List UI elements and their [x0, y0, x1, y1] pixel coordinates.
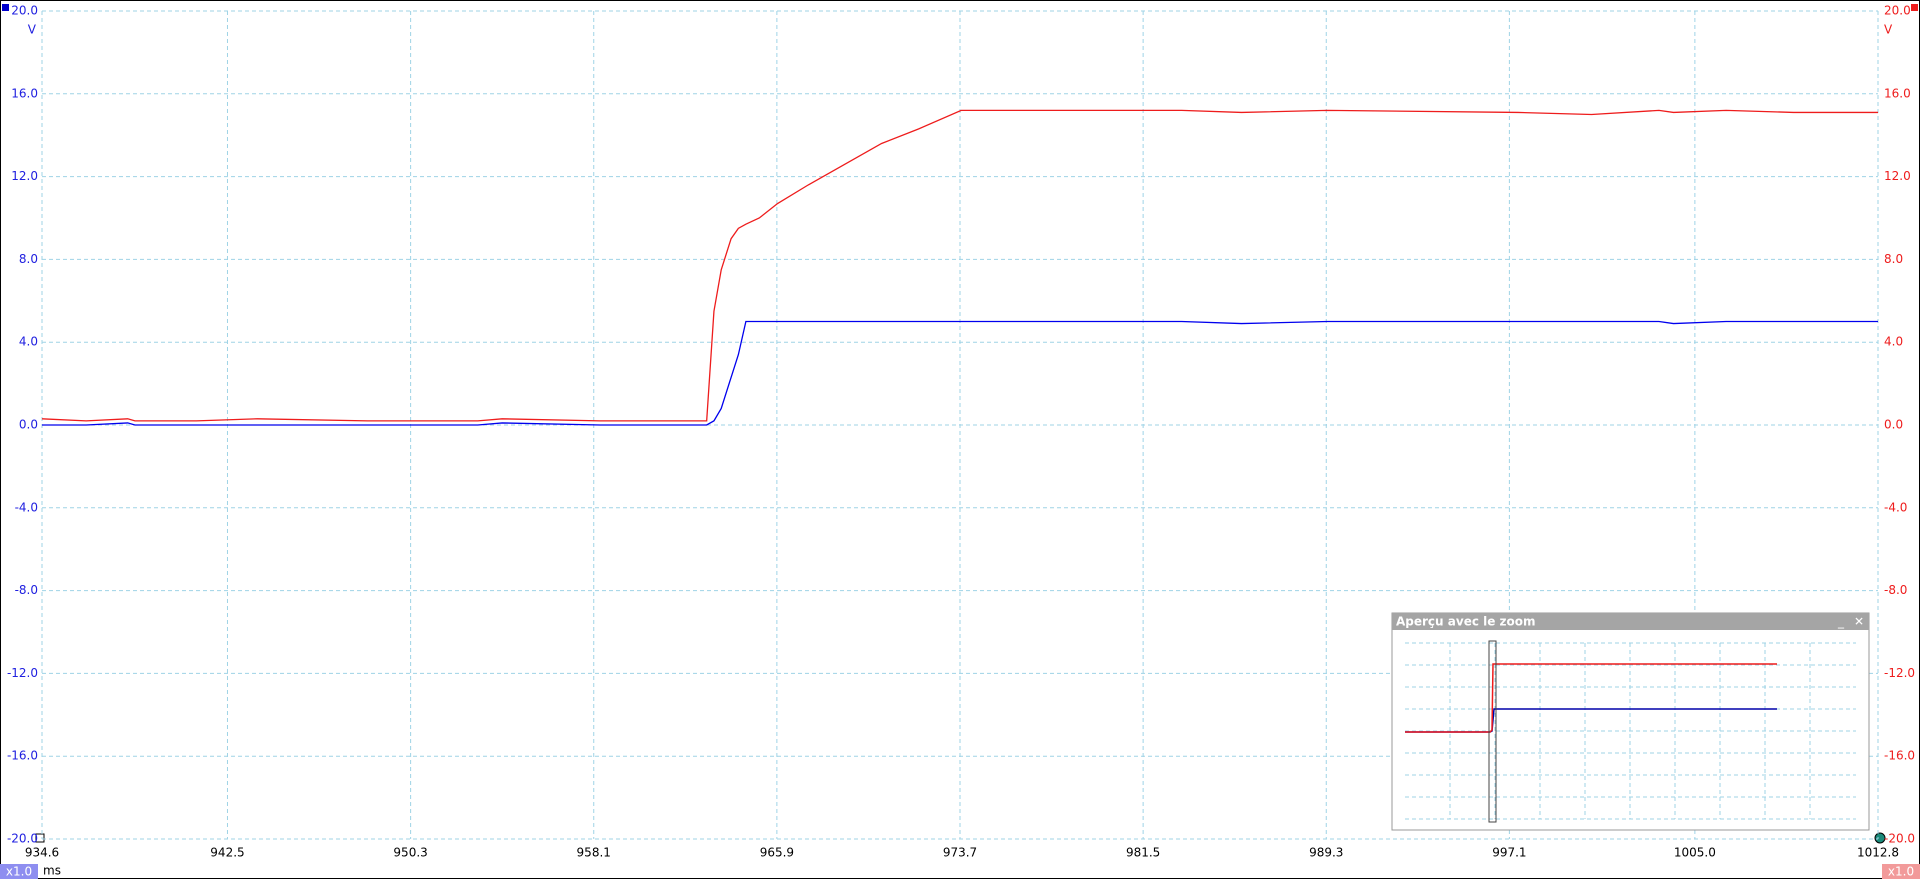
y-unit: V	[28, 23, 37, 37]
zoom-trace	[1405, 663, 1777, 733]
y-tick-label: -4.0	[15, 500, 38, 514]
x-tick-label: 1012.8	[1857, 846, 1899, 860]
y-tick-label: 4.0	[19, 335, 38, 349]
y2-tick-label: -12.0	[1884, 666, 1915, 680]
y-tick-label: -16.0	[7, 749, 38, 763]
y-tick-label: 12.0	[11, 169, 38, 183]
series-line	[41, 109, 1878, 422]
close-button[interactable]: ✕	[1854, 615, 1864, 629]
channel-b-marker[interactable]	[2, 4, 9, 11]
y2-tick-label: 16.0	[1884, 86, 1911, 100]
badge-label: x1.0	[1888, 865, 1914, 879]
x-tick-label: 950.3	[393, 846, 427, 860]
y2-unit: V	[1884, 23, 1893, 37]
zoom-title-bar	[1392, 613, 1869, 630]
x-tick-label: 989.3	[1309, 846, 1343, 860]
x-tick-label: 958.1	[577, 846, 611, 860]
y2-tick-label: 12.0	[1884, 169, 1911, 183]
y-tick-label: 16.0	[11, 86, 38, 100]
y2-tick-label: 8.0	[1884, 252, 1903, 266]
y-tick-label: 20.0	[11, 4, 38, 18]
y-tick-label: -20.0	[7, 832, 38, 846]
x-unit: ms	[43, 864, 61, 878]
x-tick-label: 1005.0	[1674, 846, 1716, 860]
x-tick-label: 997.1	[1492, 846, 1526, 860]
zoom-marker[interactable]	[35, 833, 45, 843]
y2-tick-label: 4.0	[1884, 335, 1903, 349]
minimize-button[interactable]: _	[1837, 615, 1845, 629]
zoom-marker[interactable]	[1874, 832, 1886, 844]
x-tick-label: 934.6	[25, 846, 59, 860]
y-tick-label: 0.0	[19, 418, 38, 432]
badge[interactable]	[1882, 864, 1920, 879]
y2-tick-label: -20.0	[1884, 832, 1915, 846]
y2-tick-label: 0.0	[1884, 418, 1903, 432]
zoom-grid	[1405, 642, 1856, 820]
y2-tick-label: -16.0	[1884, 749, 1915, 763]
zoom-window[interactable]	[1488, 640, 1497, 823]
y2-tick-label: -8.0	[1884, 583, 1907, 597]
x-tick-label: 981.5	[1126, 846, 1160, 860]
x-tick-label: 942.5	[210, 846, 244, 860]
y2-tick-label: -4.0	[1884, 500, 1907, 514]
channel-a-marker[interactable]	[1911, 4, 1918, 11]
y-tick-label: 8.0	[19, 252, 38, 266]
x-tick-label: 973.7	[943, 846, 977, 860]
y-tick-label: -8.0	[15, 583, 38, 597]
badge[interactable]	[0, 864, 38, 879]
x-tick-label: 965.9	[760, 846, 794, 860]
y2-tick-label: 20.0	[1884, 4, 1911, 18]
series-line	[42, 320, 1878, 426]
zoom-panel: Aperçu avec le zoom _ ✕	[1391, 612, 1870, 831]
y-tick-label: -12.0	[7, 666, 38, 680]
badge-label: x1.0	[6, 865, 32, 879]
zoom-title: Aperçu avec le zoom	[1396, 615, 1536, 629]
